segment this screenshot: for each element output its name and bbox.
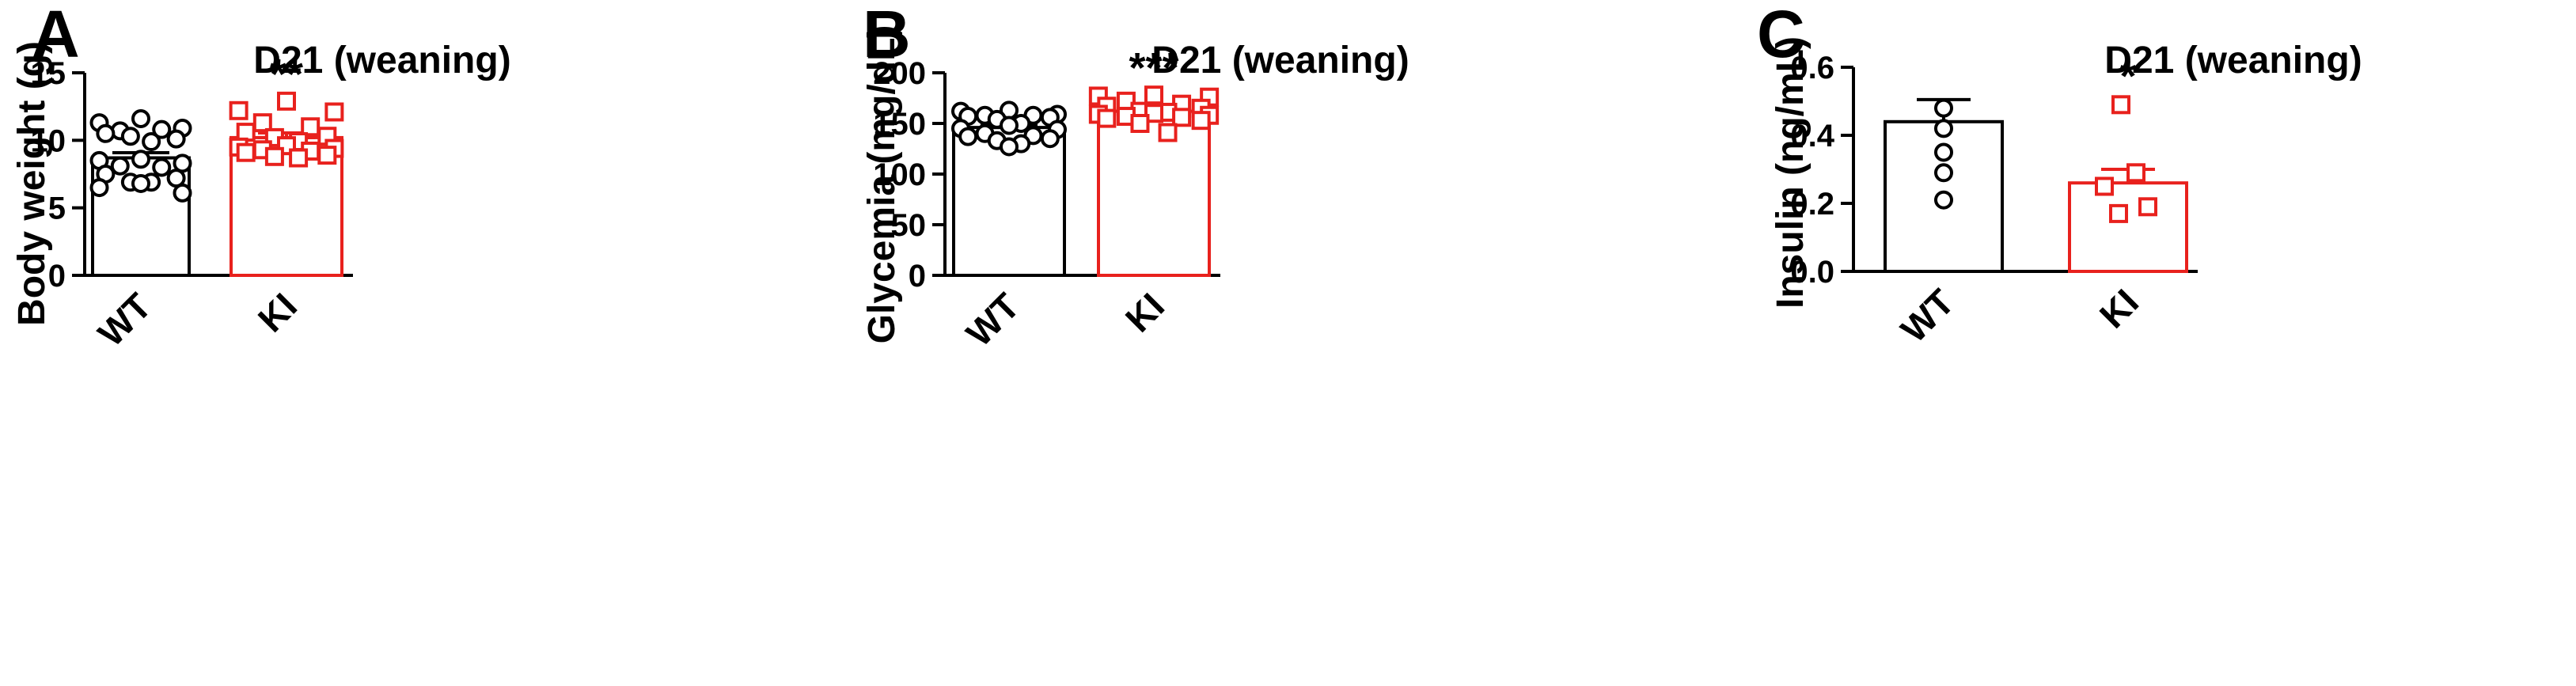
bar-ki [1097,109,1211,277]
data-point-ki [2109,203,2128,223]
data-point-wt [1934,142,1953,162]
data-point-ki [236,142,256,162]
data-point-wt [173,183,192,203]
data-point-wt [1934,190,1953,210]
panel-letter-c: C [1757,0,1805,71]
panel-a: A D21 (weaning) Body weight (g) 0 5 10 15 WT… [11,0,511,354]
panel-c-title: D21 (weaning) [2104,40,2362,81]
data-point-ki [2126,163,2145,183]
data-point-ki [2111,95,2130,115]
data-point-ki [2095,176,2114,196]
data-point-wt [120,127,140,146]
y-tick-label: 0.0 [1790,255,1834,290]
data-point-ki [2138,197,2157,217]
data-point-wt [1000,116,1019,135]
data-point-ki [229,100,248,120]
y-tick-label: 0 [909,259,926,294]
y-tick-label: 150 [873,107,926,142]
data-point-ki [289,148,309,168]
data-point-wt [166,129,186,149]
data-point-wt [131,109,150,129]
data-point-ki [264,146,284,166]
category-label-wt: WT [958,285,1027,354]
y-tick-label: 0 [48,259,66,294]
category-label-ki: KI [250,285,305,339]
data-point-wt [89,178,109,198]
panel-b-plot: 0 50 100 150 200 WT KI *** [873,44,1220,354]
data-point-wt [958,127,978,146]
category-label-wt: WT [1893,281,1962,350]
y-tick-label: 10 [31,123,66,158]
data-point-wt [96,123,116,143]
data-point-ki [317,146,337,165]
data-point-wt [1934,119,1953,138]
y-tick-label: 200 [873,56,926,91]
panel-c-plot: 0.0 0.2 0.4 0.6 WT KI * [1790,51,2198,351]
data-point-ki [277,91,296,111]
panel-b-title: D21 (weaning) [1151,40,1409,81]
data-point-ki [1191,111,1211,131]
data-point-wt [110,156,130,176]
bar-ki [2068,181,2188,273]
data-point-wt [131,173,150,193]
data-point-wt [142,132,161,152]
panel-b: B D21 (weaning) Glycemia (mg/dL) 0 50 100 1… [861,0,1409,354]
y-tick-label: 100 [873,157,926,192]
category-label-ki: KI [2092,281,2146,335]
data-point-ki [324,102,344,122]
y-tick-label: 0.4 [1790,119,1834,153]
panel-b-ylabel: Glycemia (mg/dL) [861,25,903,344]
panel-a-ylabel: Body weight (g) [11,41,53,326]
panel-c: C D21 (weaning) Insulin (ng/mL) 0.00.20.… [1757,0,2362,351]
data-point-ki [1172,108,1192,127]
y-tick-label: 5 [48,191,66,226]
panel-a-plot: 0 5 10 15 WT KI ** [31,51,353,354]
data-point-ki [1144,104,1163,123]
data-point-wt [1934,98,1953,118]
significance-marker: *** [1129,44,1178,92]
panel-letter-a: A [32,0,80,71]
category-label-ki: KI [1117,285,1172,339]
significance-marker: ** [270,51,303,98]
y-tick-label: 0.6 [1790,51,1834,85]
panel-letter-b: B [863,0,911,71]
data-point-ki [1130,114,1150,133]
y-tick-label: 50 [891,208,927,243]
data-point-wt [152,119,172,139]
data-point-wt [1000,137,1019,157]
data-point-ki [1144,85,1163,105]
data-point-ki [1158,123,1178,142]
y-tick-label: 15 [31,56,66,91]
panel-c-ylabel: Insulin (ng/mL) [1770,36,1812,309]
significance-marker: * [2119,52,2136,100]
category-label-wt: WT [90,285,159,354]
data-point-ki [1097,108,1117,128]
y-tick-label: 0.2 [1790,187,1834,222]
data-point-wt [131,150,150,169]
data-point-wt [152,157,172,177]
panel-a-title: D21 (weaning) [253,40,510,81]
data-point-wt [1934,163,1953,183]
data-point-wt [1040,129,1060,149]
